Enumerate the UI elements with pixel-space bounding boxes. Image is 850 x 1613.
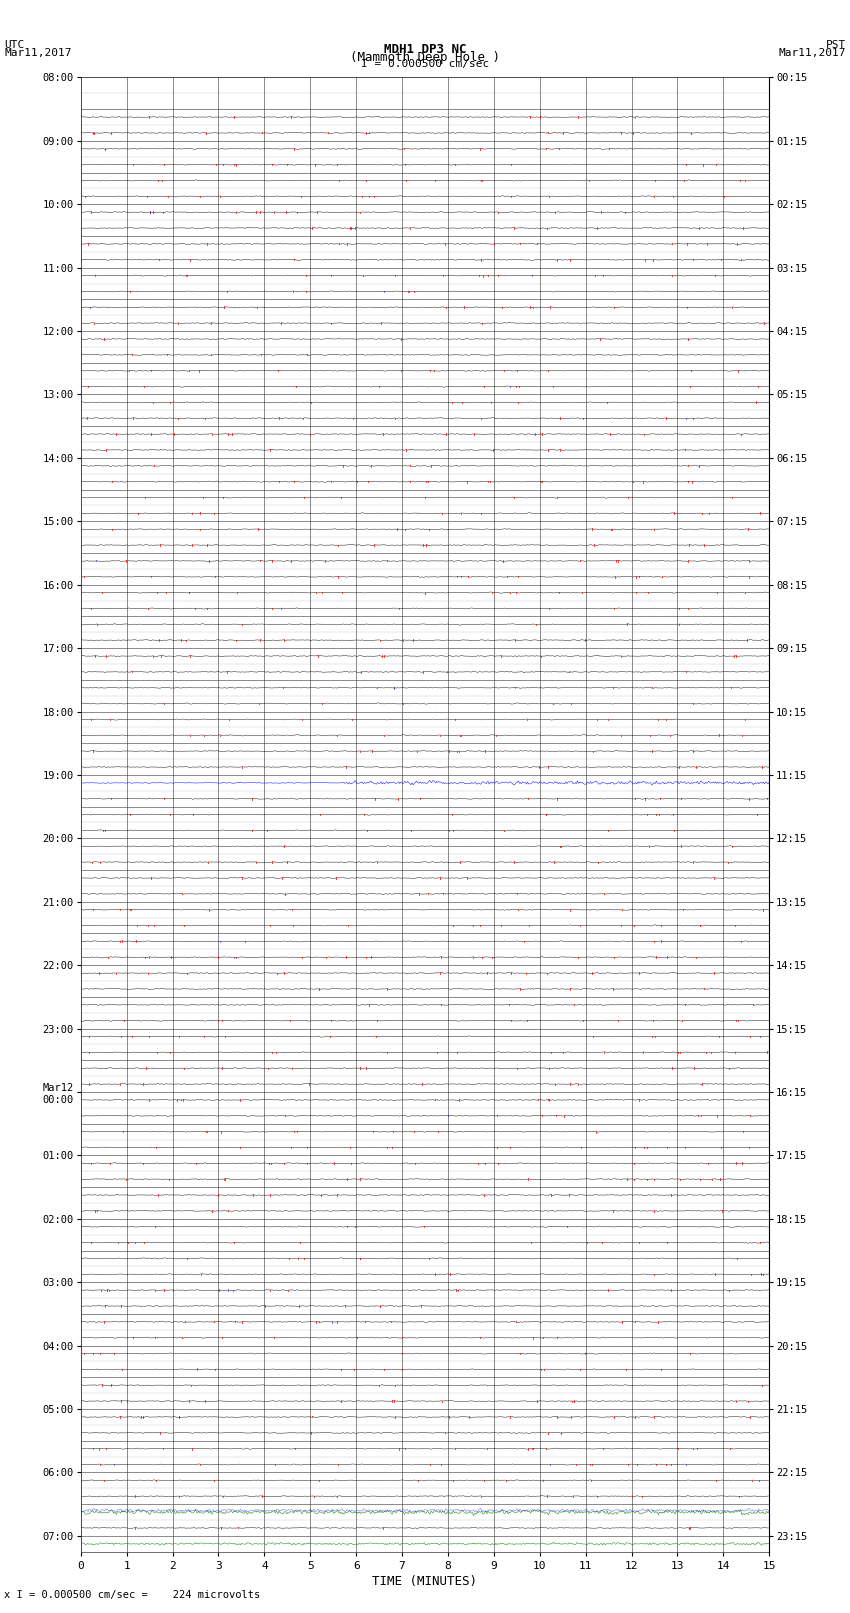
Text: Mar11,2017: Mar11,2017	[779, 48, 846, 58]
X-axis label: TIME (MINUTES): TIME (MINUTES)	[372, 1574, 478, 1587]
Text: MDH1 DP3 NC: MDH1 DP3 NC	[383, 44, 467, 56]
Text: Mar11,2017: Mar11,2017	[4, 48, 71, 58]
Text: I = 0.000500 cm/sec: I = 0.000500 cm/sec	[361, 58, 489, 69]
Text: PST: PST	[825, 40, 846, 50]
Text: UTC: UTC	[4, 40, 25, 50]
Text: x I = 0.000500 cm/sec =    224 microvolts: x I = 0.000500 cm/sec = 224 microvolts	[4, 1590, 260, 1600]
Text: (Mammoth Deep Hole ): (Mammoth Deep Hole )	[350, 50, 500, 65]
